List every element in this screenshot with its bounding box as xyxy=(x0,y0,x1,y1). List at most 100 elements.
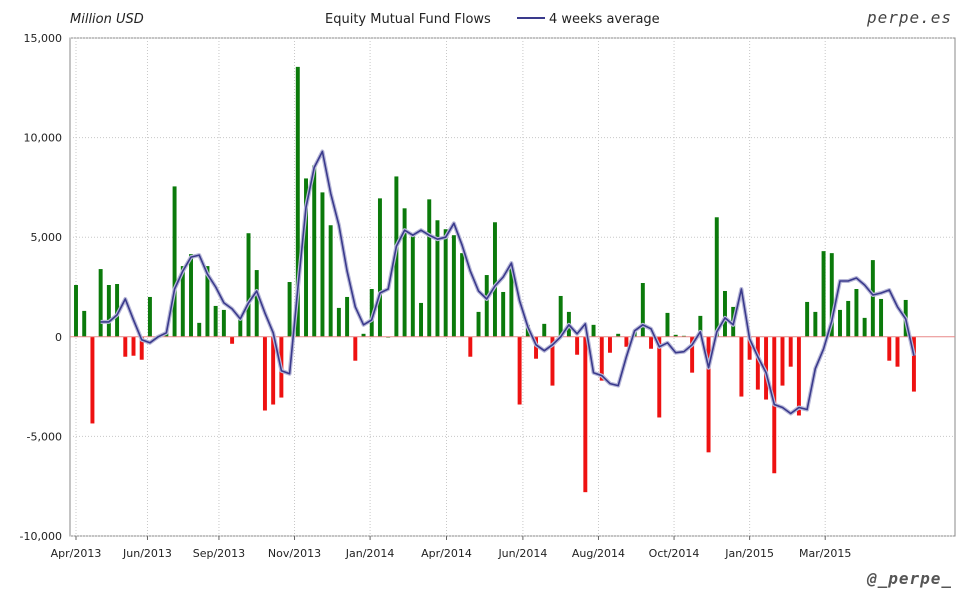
flow-bar xyxy=(838,309,842,337)
flow-bar xyxy=(139,336,144,360)
flow-bar xyxy=(336,307,341,337)
flow-bar xyxy=(312,165,317,337)
flow-bar xyxy=(484,275,489,337)
flow-bar xyxy=(131,336,136,356)
flow-bar xyxy=(583,336,588,493)
x-tick-label: Aug/2014 xyxy=(572,547,625,560)
flow-bar xyxy=(788,336,793,367)
flow-bar xyxy=(271,336,276,405)
bar-series xyxy=(74,66,916,493)
flow-bar xyxy=(221,309,226,337)
y-tick-label: 15,000 xyxy=(24,32,63,45)
flow-bar xyxy=(764,336,769,400)
x-tick-label: Sep/2013 xyxy=(193,547,245,560)
flow-bar xyxy=(402,208,407,337)
flow-bar xyxy=(361,333,366,337)
flow-bar xyxy=(649,336,654,349)
flow-bar xyxy=(246,233,251,337)
flow-bar xyxy=(665,312,670,337)
flow-bar xyxy=(829,253,834,337)
flow-bar xyxy=(706,336,711,453)
x-tick-label: Jan/2014 xyxy=(345,547,395,560)
flow-bar xyxy=(870,260,875,337)
flow-bar xyxy=(476,311,481,337)
flow-bar xyxy=(172,186,177,337)
flow-bar xyxy=(805,301,810,337)
flow-bar xyxy=(197,322,202,337)
flow-bar xyxy=(698,315,703,337)
flow-bar xyxy=(887,336,892,361)
flow-bar xyxy=(690,336,695,373)
flow-bar xyxy=(854,288,859,337)
x-tick-label: Jan/2015 xyxy=(724,547,774,560)
x-tick-label: Mar/2015 xyxy=(799,547,851,560)
flow-bar xyxy=(304,178,308,337)
x-tick-label: Nov/2013 xyxy=(268,547,321,560)
average-line xyxy=(100,150,915,415)
flow-bar xyxy=(509,264,514,337)
flow-bar xyxy=(813,311,818,337)
flow-bar xyxy=(673,334,678,337)
flow-bar xyxy=(254,270,259,337)
unit-label: Million USD xyxy=(70,12,144,27)
flow-bar xyxy=(846,300,851,337)
flow-bar xyxy=(419,302,423,337)
flow-bar xyxy=(238,314,243,337)
flow-bar xyxy=(180,266,185,337)
flow-bar xyxy=(723,290,727,337)
flow-bar xyxy=(558,295,563,337)
flow-bar xyxy=(657,336,662,418)
y-tick-label: -5,000 xyxy=(27,430,62,443)
flow-bar xyxy=(821,251,826,337)
flow-bar xyxy=(435,220,440,337)
handle-watermark: @_perpe_ xyxy=(866,569,952,588)
flow-bar xyxy=(230,336,235,344)
flow-bar xyxy=(862,317,867,337)
flow-bar xyxy=(575,336,580,355)
flow-bar xyxy=(320,192,325,337)
x-tick-label: Apr/2013 xyxy=(51,547,102,560)
y-tick-label: -10,000 xyxy=(20,530,62,543)
x-tick-label: Jun/2013 xyxy=(122,547,172,560)
plot-area: 15,000 10,000 5,000 0 -5,000 -10,000 Apr/2013… xyxy=(20,32,956,560)
flow-bar xyxy=(328,225,333,337)
x-tick-label: Jun/2014 xyxy=(497,547,547,560)
flow-bar xyxy=(74,285,78,337)
brand-watermark: perpe.es xyxy=(866,8,952,27)
flow-bar xyxy=(345,296,350,337)
y-tick-label: 5,000 xyxy=(31,231,63,244)
flow-bar xyxy=(739,336,744,397)
flow-bar xyxy=(879,298,884,337)
flow-bar xyxy=(460,253,465,337)
flow-bar xyxy=(780,336,785,386)
chart-title: Equity Mutual Fund Flows xyxy=(325,12,491,27)
flow-bar xyxy=(624,336,629,347)
flow-bar xyxy=(640,283,645,337)
flow-bar xyxy=(796,336,801,416)
flow-bar xyxy=(213,305,218,337)
flow-bar xyxy=(443,229,448,337)
flow-bar xyxy=(599,336,604,381)
flow-bar xyxy=(147,296,152,337)
flow-bar xyxy=(353,336,358,361)
average-series xyxy=(100,149,916,416)
flow-bar xyxy=(755,336,760,390)
flow-bar xyxy=(205,266,210,337)
flow-bar xyxy=(123,336,128,357)
flow-bar xyxy=(90,336,95,424)
flow-bar xyxy=(106,285,111,337)
x-tick-label: Oct/2014 xyxy=(649,547,700,560)
flow-bar xyxy=(98,269,103,337)
flow-bar xyxy=(115,284,120,337)
x-tick-label: Apr/2014 xyxy=(421,547,472,560)
flow-bar xyxy=(616,333,621,337)
flow-bar xyxy=(591,324,596,337)
flow-bar xyxy=(468,336,473,357)
flow-bar xyxy=(451,235,456,337)
flow-bar xyxy=(550,336,555,386)
flow-bar xyxy=(369,288,374,337)
flow-bar xyxy=(542,323,547,337)
x-axis: Apr/2013 Jun/2013 Sep/2013 Nov/2013 Jan/2014… xyxy=(51,536,851,560)
flow-bar xyxy=(427,199,432,337)
